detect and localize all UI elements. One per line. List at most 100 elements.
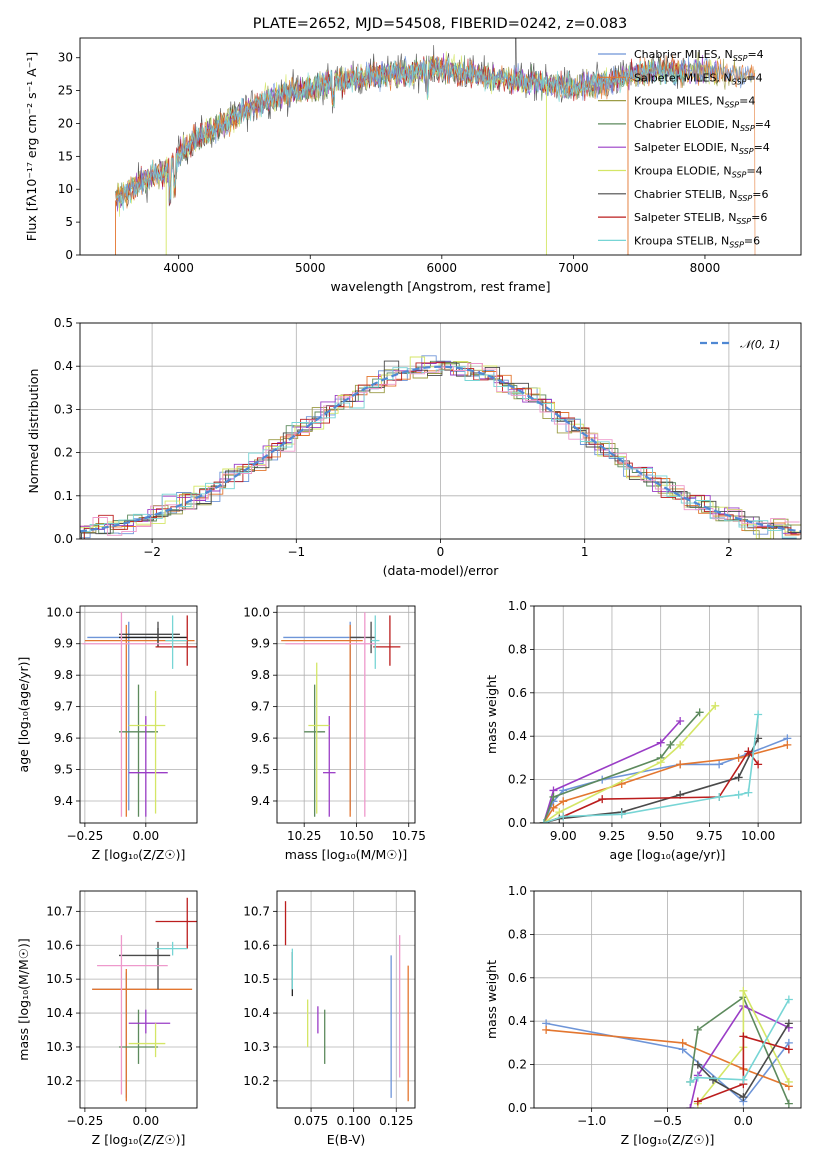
y-tick-label: 10.4 <box>243 1006 270 1020</box>
legend-suffix: =4 <box>739 95 755 108</box>
y-tick-label: 10.5 <box>46 972 73 986</box>
weight-series-line <box>542 711 701 823</box>
legend-suffix: =4 <box>746 165 762 178</box>
legend-name: Kroupa STELIB, N <box>634 234 729 247</box>
x-tick-label: 7000 <box>558 261 589 275</box>
y-tick-label: 1.0 <box>508 599 527 613</box>
residuals-axes: −2 −1 0 1 2 0.0 0.1 0.2 0.3 0.4 0.5 (data-model)/er… <box>26 316 801 578</box>
y-tick-label: 9.5 <box>251 763 270 777</box>
weight-point-marker <box>754 710 763 719</box>
weight-point-marker <box>739 986 748 995</box>
y-axis-label: mass weight <box>484 960 499 1039</box>
weight-series-line <box>543 714 759 823</box>
weight-point-marker <box>739 1093 748 1102</box>
y-tick-label: 0.0 <box>54 532 73 546</box>
y-tick-label: 9.7 <box>54 700 73 714</box>
legend-suffix: =6 <box>752 188 768 201</box>
weight-point-marker <box>693 1025 702 1034</box>
legend-entry: Salpeter STELIB, NSSP=6 <box>634 211 767 226</box>
y-tick-label: 5 <box>65 215 73 229</box>
legend-entry: Kroupa ELODIE, NSSP=4 <box>634 165 763 180</box>
weight-vs-Z-frame <box>533 890 802 1109</box>
y-tick-label: 10.6 <box>243 938 270 952</box>
y-tick-label: 9.5 <box>54 763 73 777</box>
legend-sub: SSP <box>724 101 739 110</box>
weight-point-marker <box>744 788 753 797</box>
histogram-series <box>80 360 801 539</box>
x-tick-label: 5000 <box>295 261 326 275</box>
y-tick-label: 15 <box>58 149 73 163</box>
x-tick-label: 9.25 <box>599 829 626 843</box>
y-tick-label: 9.9 <box>54 637 73 651</box>
weight-point-marker <box>715 760 724 769</box>
y-tick-label: 0 <box>65 248 73 262</box>
weight-point-marker <box>617 810 626 819</box>
mass-vs-Z-axes: −0.25 0.00 10.2 10.3 10.4 10.5 10.6 10.7 Z [log₁… <box>16 891 197 1147</box>
weight-point-marker <box>784 1045 793 1054</box>
mass-vs-Z-frame <box>79 890 198 1109</box>
x-tick-label: −1 <box>287 545 305 559</box>
y-tick-label: 10 <box>58 182 73 196</box>
y-tick-label: 0.4 <box>54 359 73 373</box>
y-tick-label: 0.8 <box>508 642 527 656</box>
legend-name: Salpeter STELIB, N <box>634 211 736 224</box>
legend-suffix: =4 <box>754 141 770 154</box>
weight-series-line <box>697 1022 790 1099</box>
y-tick-label: 9.8 <box>251 668 270 682</box>
y-tick-label: 0.4 <box>508 1014 527 1028</box>
y-tick-label: 10.4 <box>46 1006 73 1020</box>
legend-suffix: =6 <box>744 234 760 247</box>
legend-entry: Salpeter ELODIE, NSSP=4 <box>634 141 770 156</box>
legend-sub: SSP <box>738 194 753 203</box>
legend-sub: SSP <box>732 77 747 86</box>
y-tick-label: 25 <box>58 84 73 98</box>
weight-point-marker <box>783 740 792 749</box>
legend-name: Kroupa MILES, N <box>634 95 724 108</box>
x-tick-label: 0.075 <box>294 1114 328 1128</box>
weight-point-marker <box>686 1104 695 1108</box>
weight-series-line <box>697 990 790 1105</box>
weight-point-marker <box>559 797 568 806</box>
spectrum-series-line <box>115 38 685 207</box>
legend-entry: Kroupa MILES, NSSP=4 <box>634 95 755 110</box>
legend-suffix: =4 <box>747 48 763 61</box>
x-tick-label: 1 <box>581 545 589 559</box>
weight-point-marker <box>784 995 793 1004</box>
spectrum-axes: 4000 5000 6000 7000 8000 0 5 10 15 20 25 30 waveleng… <box>24 51 720 294</box>
x-axis-label: Z [log₁₀(Z/Z☉)] <box>621 1132 715 1147</box>
histogram-series <box>83 362 801 539</box>
weight-point-marker <box>715 792 724 801</box>
x-tick-label: 0.125 <box>379 1114 413 1128</box>
legend-entry: Salpeter MILES, NSSP=4 <box>634 71 763 86</box>
legend-sub: SSP <box>740 124 755 133</box>
weight-point-marker <box>734 753 743 762</box>
legend-sub: SSP <box>729 240 744 249</box>
histogram-series <box>80 362 801 539</box>
weight-point-marker <box>739 1032 748 1041</box>
x-tick-label: 0.0 <box>734 1114 753 1128</box>
y-axis-label: Flux [fλ10⁻¹⁷ erg cm⁻² s⁻¹ A⁻¹] <box>24 52 39 241</box>
legend-suffix: =4 <box>755 118 771 131</box>
x-tick-label: 8000 <box>690 261 721 275</box>
y-tick-label: 0.8 <box>508 927 527 941</box>
y-axis-label: mass weight <box>484 675 499 754</box>
weight-point-marker <box>676 760 685 769</box>
weight-point-marker <box>784 1099 793 1108</box>
weight-point-marker <box>656 738 665 747</box>
weight-point-marker <box>666 740 675 749</box>
weight-vs-age-frame <box>533 605 802 824</box>
y-tick-label: 0.6 <box>508 971 527 985</box>
weight-series-line <box>543 744 788 823</box>
mass-vs-Z-plot <box>92 897 197 1102</box>
y-tick-label: 10.2 <box>46 1074 73 1088</box>
weight-series-line <box>546 1029 790 1088</box>
y-axis-label: Normed distribution <box>26 369 41 494</box>
y-tick-label: 9.4 <box>54 794 73 808</box>
weight-point-marker <box>539 819 548 823</box>
y-tick-label: 10.2 <box>243 1074 270 1088</box>
spectrum-plot <box>115 38 756 255</box>
x-axis-label: (data-model)/error <box>383 563 500 578</box>
x-tick-label: 10.75 <box>392 829 426 843</box>
y-axis-label: mass [log₁₀(M/M☉)] <box>16 938 31 1060</box>
